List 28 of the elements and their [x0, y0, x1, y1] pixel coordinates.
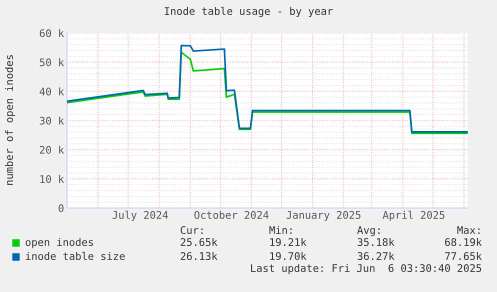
legend-label: open inodes	[26, 238, 93, 248]
text: 68.19k	[445, 238, 482, 246]
x-tick-label: April 2025	[382, 210, 444, 221]
y-axis-title: number of open inodes	[4, 55, 16, 185]
text: 35.18k	[358, 238, 394, 246]
text: 19.70k	[270, 252, 306, 260]
text: Max:	[457, 226, 480, 234]
text: 77.65k	[445, 252, 482, 260]
legend-label: inode table size	[26, 252, 125, 260]
text: 26.13k	[180, 252, 218, 260]
x-tick-label: January 2025	[286, 211, 360, 221]
text: 25.65k	[180, 238, 218, 246]
text: Cur:	[180, 226, 203, 234]
y-tick-label: 60 k	[40, 29, 64, 38]
y-tick-label: 40 k	[40, 87, 64, 96]
x-tick-label: October 2024	[194, 210, 269, 219]
chart-title: Inode table usage - by year	[164, 6, 333, 18]
text: Min:	[269, 226, 292, 234]
y-tick-label: 30 k	[40, 116, 64, 125]
y-tick-label: 0	[58, 204, 64, 212]
y-tick-label: 20 k	[40, 146, 64, 154]
text: 19.21k	[270, 238, 306, 246]
text: Avg:	[357, 226, 380, 236]
text: Last update: Fri Jun 6 03:30:40 2025	[251, 264, 482, 274]
y-tick-label: 10 k	[40, 174, 64, 183]
y-tick-label: 50 k	[40, 58, 64, 66]
x-tick-label: July 2024	[112, 210, 168, 221]
text: 36.27k	[358, 252, 394, 260]
